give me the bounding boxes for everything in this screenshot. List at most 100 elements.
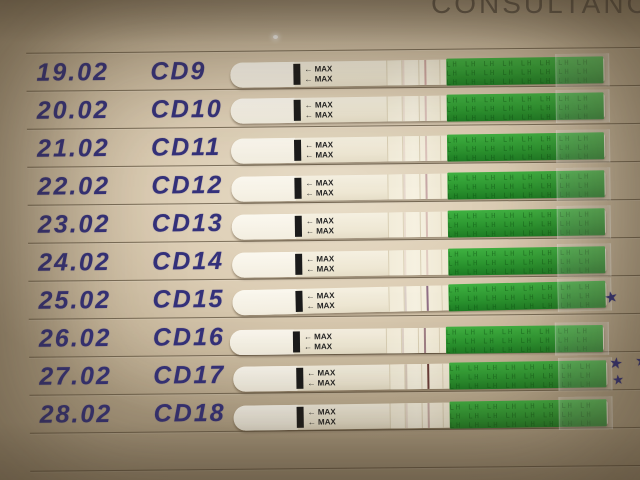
max-labels: ← MAX ← MAX [308, 407, 336, 427]
strip-dip-end [230, 61, 295, 88]
result-window [388, 285, 449, 312]
date-label: 24.02 [38, 248, 111, 277]
max-level-bar [293, 63, 301, 85]
star-doodle: ★ [608, 354, 624, 373]
max-level-bar [294, 177, 302, 199]
star-group: ★ ★ ★ [599, 352, 640, 392]
strip-dip-end [232, 251, 297, 278]
cycle-day-label: CD11 [150, 132, 222, 162]
test-strip: ← MAX ← MAX LH LH LH LH LH LH LH LH LH L… [231, 205, 612, 240]
star-doodle: ★ [611, 371, 625, 388]
max-label-bottom: ← MAX [306, 264, 335, 274]
star-doodle: ★ [634, 352, 640, 371]
date-label: 21.02 [36, 134, 110, 163]
cycle-day-label: CD14 [152, 246, 225, 276]
star-group [596, 51, 640, 88]
faint-line [405, 364, 408, 390]
max-label-bottom: ← MAX [305, 226, 335, 236]
test-line [424, 95, 427, 121]
strip-dip-end [233, 404, 298, 431]
strip-dip-end [230, 97, 295, 124]
faint-line [402, 60, 405, 86]
date-label: 20.02 [36, 96, 110, 125]
test-row: 23.02 CD13 ← MAX ← MAX LH LH LH LH LH LH… [0, 199, 640, 243]
test-line [427, 402, 430, 428]
strip-dip-end [229, 329, 295, 356]
test-row: 28.02 CD18 ← MAX ← MAX LH LH LH LH LH LH… [1, 389, 640, 433]
max-label-bottom: ← MAX [307, 378, 336, 388]
max-label-top: ← MAX [305, 216, 334, 226]
max-level-bar [295, 290, 303, 312]
strip-dip-end [231, 175, 296, 202]
test-line [425, 173, 428, 199]
max-label-top: ← MAX [304, 64, 333, 74]
max-label-top: ← MAX [307, 407, 336, 417]
test-strip: ← MAX ← MAX LH LH LH LH LH LH LH LH LH L… [229, 321, 610, 356]
faint-line [403, 174, 406, 200]
max-label-top: ← MAX [304, 100, 333, 110]
max-labels: ← MAX ← MAX [306, 254, 334, 274]
letterhead-text: CONSULTANC [431, 0, 640, 19]
date-label: 25.02 [38, 286, 112, 315]
star-group [597, 89, 640, 126]
faint-line [402, 136, 406, 162]
strip-dip-end [232, 288, 297, 316]
max-level-bar [294, 215, 303, 237]
test-row: 19.02 CD9 ← MAX ← MAX LH LH LH LH LH LH … [0, 47, 640, 91]
strip-dip-end [233, 365, 298, 392]
test-row: 26.02 CD16 ← MAX ← MAX LH LH LH LH LH LH… [1, 313, 640, 357]
test-row: 27.02 CD17 ← MAX ← MAX LH LH LH LH LH LH… [1, 351, 640, 395]
max-labels: ← MAX ← MAX [306, 291, 334, 312]
test-row: 22.02 CD12 ← MAX ← MAX LH LH LH LH LH LH… [0, 161, 640, 205]
test-line [426, 249, 429, 275]
test-line [424, 135, 428, 161]
test-strip: ← MAX ← MAX LH LH LH LH LH LH LH LH LH L… [230, 53, 610, 88]
max-labels: ← MAX ← MAX [304, 332, 332, 352]
max-level-bar [296, 367, 304, 389]
test-strip: ← MAX ← MAX LH LH LH LH LH LH LH LH LH L… [232, 243, 612, 278]
star-group [598, 241, 640, 278]
test-line [427, 363, 430, 389]
result-window [389, 363, 450, 390]
max-label-bottom: ← MAX [305, 188, 334, 198]
max-labels: ← MAX ← MAX [305, 178, 333, 198]
star-group: ★ [598, 279, 640, 316]
faint-line [401, 328, 405, 354]
strip-dip-end [230, 137, 296, 164]
max-level-bar [292, 331, 301, 353]
max-labels: ← MAX ← MAX [304, 64, 332, 84]
test-strip: ← MAX ← MAX LH LH LH LH LH LH LH LH LH L… [231, 167, 611, 202]
cycle-day-label: CD10 [150, 94, 223, 124]
max-label-bottom: ← MAX [306, 301, 335, 311]
max-label-bottom: ← MAX [305, 150, 334, 160]
result-window [386, 59, 447, 86]
max-level-bar [293, 139, 302, 161]
test-line [423, 327, 427, 353]
date-label: 22.02 [37, 172, 111, 201]
glare-speck [273, 35, 278, 39]
cycle-day-label: CD15 [152, 284, 225, 314]
date-label: 27.02 [39, 362, 112, 391]
result-window [388, 249, 449, 276]
max-labels: ← MAX ← MAX [306, 216, 334, 236]
cycle-day-label: CD18 [153, 398, 226, 428]
date-label: 23.02 [37, 210, 111, 239]
test-row: 25.02 CD15 ← MAX ← MAX LH LH LH LH LH LH… [0, 275, 640, 319]
test-row: 24.02 CD14 ← MAX ← MAX LH LH LH LH LH LH… [0, 237, 640, 281]
result-window [387, 173, 448, 200]
cycle-day-label: CD16 [152, 322, 225, 352]
max-label-top: ← MAX [304, 140, 334, 150]
star-group [599, 393, 640, 430]
date-label: 26.02 [38, 324, 112, 353]
test-strip: ← MAX ← MAX LH LH LH LH LH LH LH LH LH L… [233, 396, 613, 431]
max-label-bottom: ← MAX [303, 342, 333, 352]
max-label-top: ← MAX [307, 368, 336, 378]
date-label: 28.02 [39, 400, 113, 429]
star-group [598, 203, 640, 240]
max-labels: ← MAX ← MAX [305, 140, 333, 160]
star-doodle: ★ [602, 287, 620, 308]
faint-line [403, 212, 407, 238]
result-window [386, 135, 448, 162]
cycle-day-label: CD9 [150, 57, 207, 86]
